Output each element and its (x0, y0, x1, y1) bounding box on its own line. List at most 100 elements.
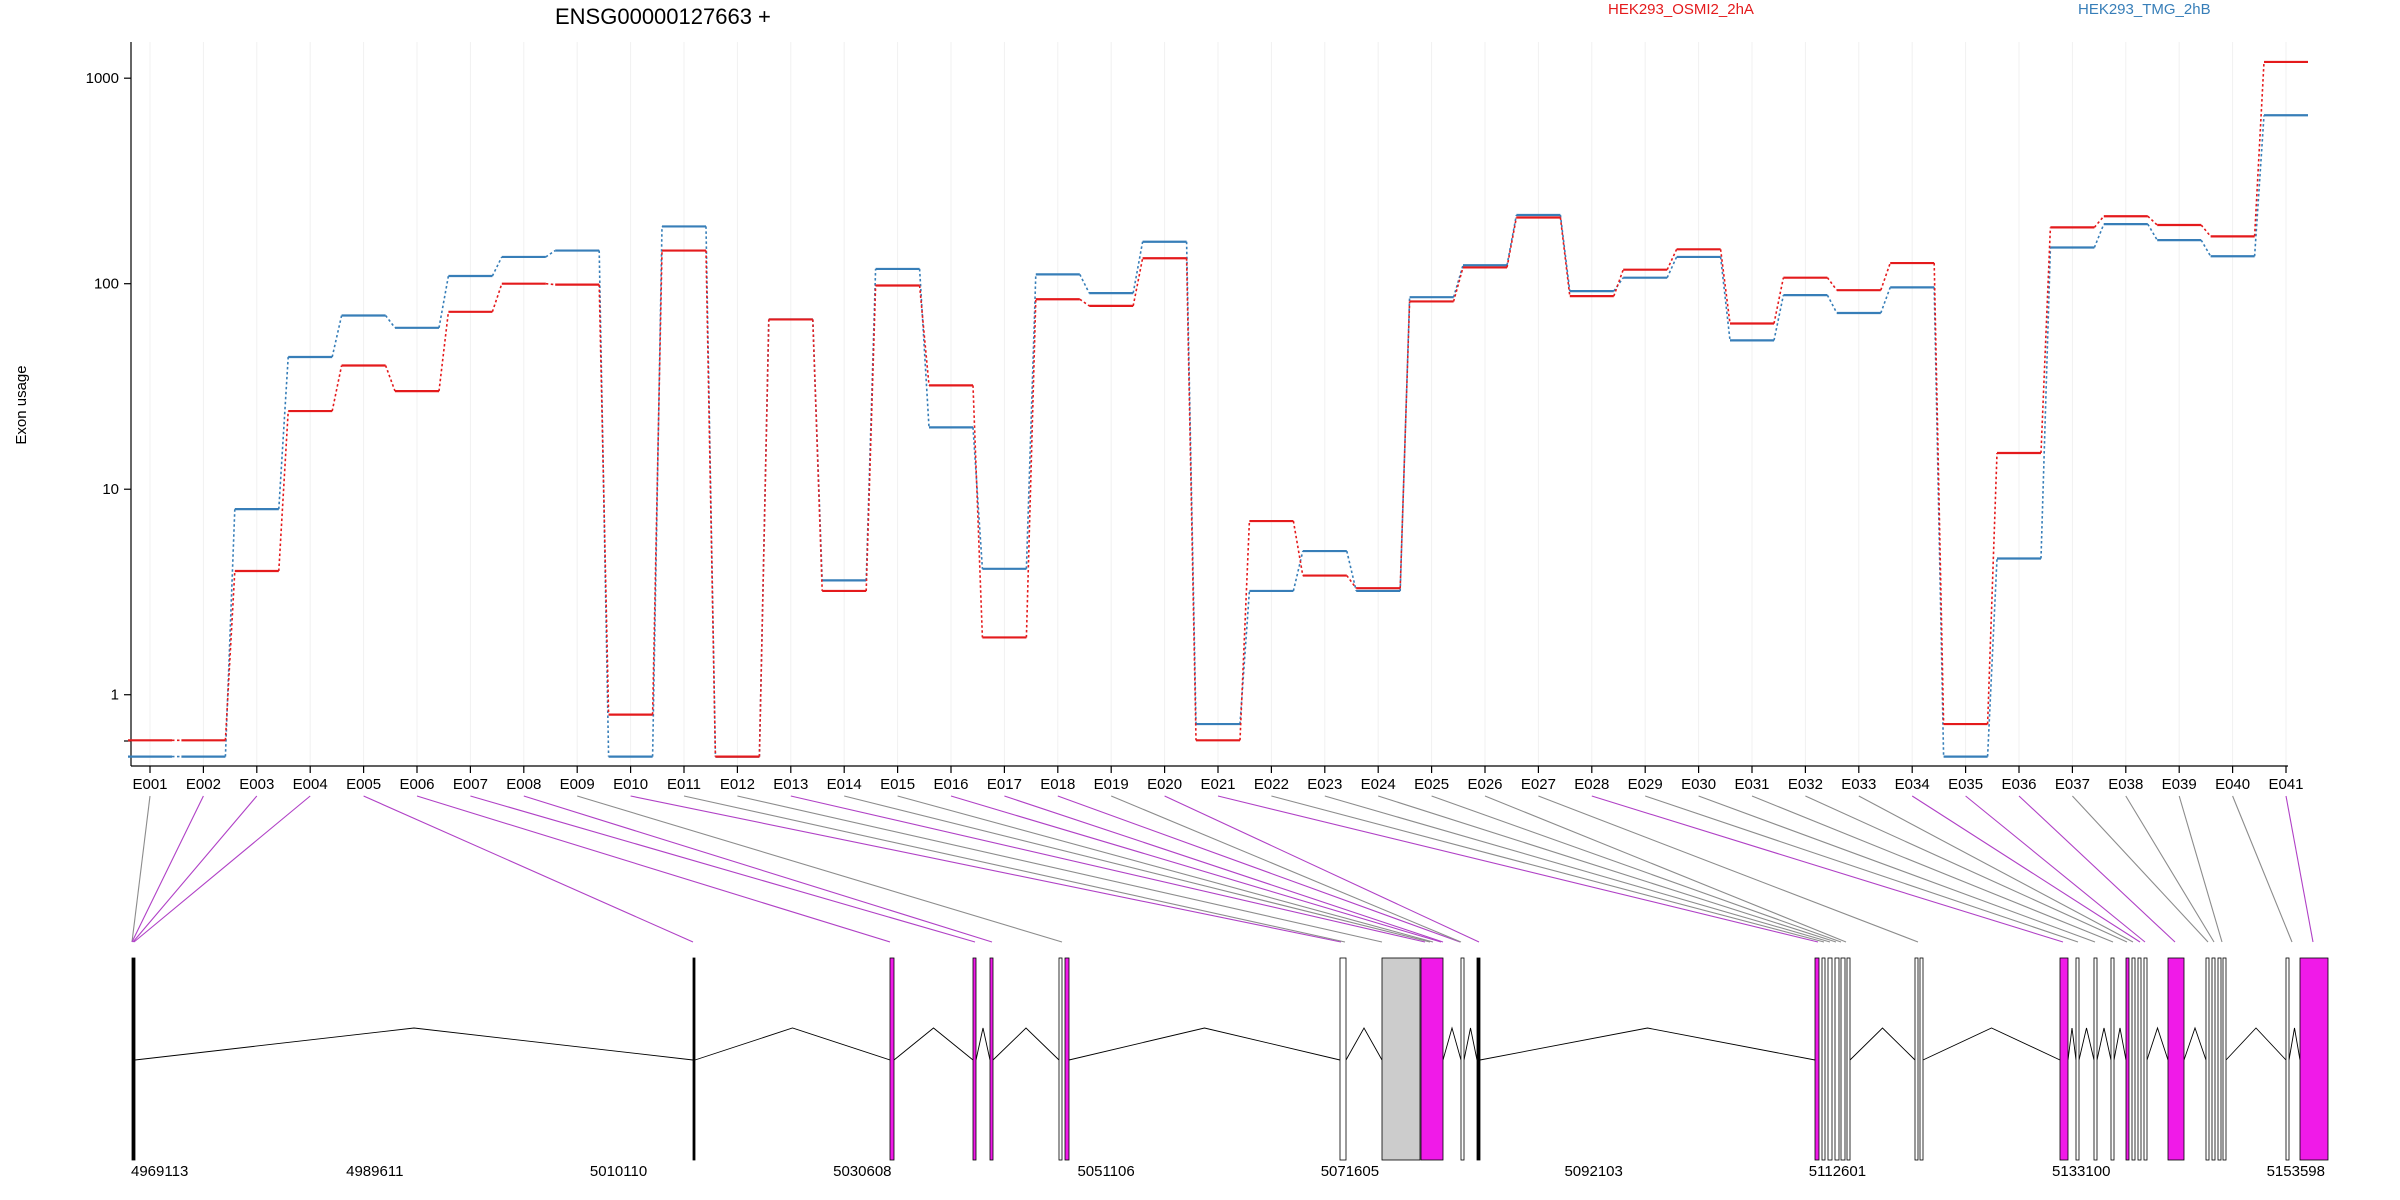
exon-box (2205, 957, 2210, 1161)
exon-connector (1698, 795, 2096, 943)
exon-connector (363, 795, 694, 943)
legend-entry-osmi2: HEK293_OSMI2_2hA (1608, 1, 1754, 18)
series-connector (1292, 520, 1304, 576)
series-connector (2040, 247, 2052, 559)
series-connector (1666, 256, 1678, 278)
x-tick-label: E029 (1628, 776, 1663, 793)
series-connector (651, 226, 663, 757)
series-connector (545, 249, 556, 258)
intron (694, 1027, 891, 1061)
x-tick-label: E006 (399, 776, 434, 793)
coordinate-tick-label: 5071605 (1321, 1163, 1379, 1180)
x-tick-label: E018 (1040, 776, 1075, 793)
exon-connector (416, 795, 891, 943)
exon-connectors (131, 795, 2314, 943)
series-connector (2200, 239, 2212, 257)
vertical-gridlines (149, 42, 2287, 766)
exon-connector (2018, 795, 2176, 943)
exon-connector (133, 795, 311, 943)
legend-entry-tmg: HEK293_TMG_2hB (2078, 1, 2211, 18)
series-connector (1346, 550, 1357, 592)
exon-box (1821, 957, 1826, 1161)
exon-connector (1538, 795, 1919, 943)
x-tick-label: E030 (1681, 776, 1716, 793)
series-connector (758, 319, 770, 757)
series-connector (224, 570, 236, 741)
x-tick-label: E032 (1788, 776, 1823, 793)
series-connector (438, 311, 450, 392)
series-connector (1933, 263, 1945, 725)
y-tick-label: 1 (111, 687, 119, 704)
coordinate-tick-label: 4969113 (131, 1163, 188, 1180)
series-connector (1025, 299, 1037, 638)
exon-box (1420, 957, 1444, 1161)
series-connector (2200, 224, 2212, 237)
series-connector (705, 250, 717, 757)
series-connector (598, 284, 610, 715)
series-connector (2147, 223, 2158, 241)
series-connector (2093, 223, 2105, 248)
x-tick-label: E028 (1574, 776, 1609, 793)
y-tick-label: 100 (94, 276, 119, 293)
x-tick-label: E026 (1467, 776, 1502, 793)
series-connector (1185, 258, 1197, 741)
series-connector (1986, 452, 1998, 725)
series-connector (1880, 262, 1891, 291)
gene-model (131, 957, 2329, 1161)
y-tick-label: 1000 (86, 70, 119, 87)
series-connector (1292, 550, 1304, 592)
exon-box (1846, 957, 1851, 1161)
exon-box (972, 957, 977, 1161)
series-connector (1025, 274, 1037, 569)
x-tick-label: E012 (720, 776, 755, 793)
series-connector (331, 365, 343, 412)
series-connector (491, 283, 503, 313)
series-connector (1613, 269, 1624, 297)
exon-connector (1271, 795, 1825, 943)
x-tick-label: E035 (1948, 776, 1983, 793)
x-tick-label: E014 (827, 776, 862, 793)
exon-box (1064, 957, 1070, 1161)
exon-connector (950, 795, 1442, 943)
series-connector (2253, 61, 2265, 237)
series-connector (1719, 249, 1731, 324)
intron (2146, 1026, 2169, 1061)
exon-box (1834, 957, 1840, 1161)
x-tick-label: E011 (667, 776, 701, 793)
exon-connector (2232, 795, 2293, 943)
exon-box (1381, 957, 1421, 1161)
exon-box (2125, 957, 2130, 1161)
exon-box (989, 957, 994, 1161)
series-connector (491, 256, 503, 277)
series-connector (384, 365, 396, 392)
exon-connector (1324, 795, 1831, 943)
y-axis: 1 10 100 1000 (86, 42, 132, 766)
series-connector (2093, 215, 2105, 228)
exon-connector (470, 795, 976, 943)
x-tick-label: E015 (880, 776, 915, 793)
exon-connector (132, 795, 258, 943)
x-tick-label: E037 (2055, 776, 2090, 793)
series-connector (972, 385, 984, 638)
exon-connector (1057, 795, 1461, 943)
series-connector (1452, 267, 1464, 302)
exon-connector (2071, 795, 2209, 943)
x-tick-label: E004 (293, 776, 328, 793)
coordinate-tick-label: 4989611 (346, 1163, 403, 1180)
series-connector (2253, 115, 2265, 257)
exon-connector (897, 795, 1434, 943)
exon-connector (683, 795, 1346, 943)
intron (992, 1027, 1060, 1061)
exon-connector (1484, 795, 1847, 943)
series-connector (1826, 294, 1838, 314)
exon-box (692, 957, 696, 1161)
intron (975, 1027, 991, 1061)
x-tick-label: E009 (560, 776, 595, 793)
series-connector (918, 268, 930, 428)
x-tick-label: E036 (2001, 776, 2036, 793)
exon-connector (844, 795, 1431, 943)
exon-box (889, 957, 895, 1161)
exon-box (1919, 957, 1924, 1161)
exon-connector (131, 795, 204, 943)
x-tick-label: E008 (506, 776, 541, 793)
